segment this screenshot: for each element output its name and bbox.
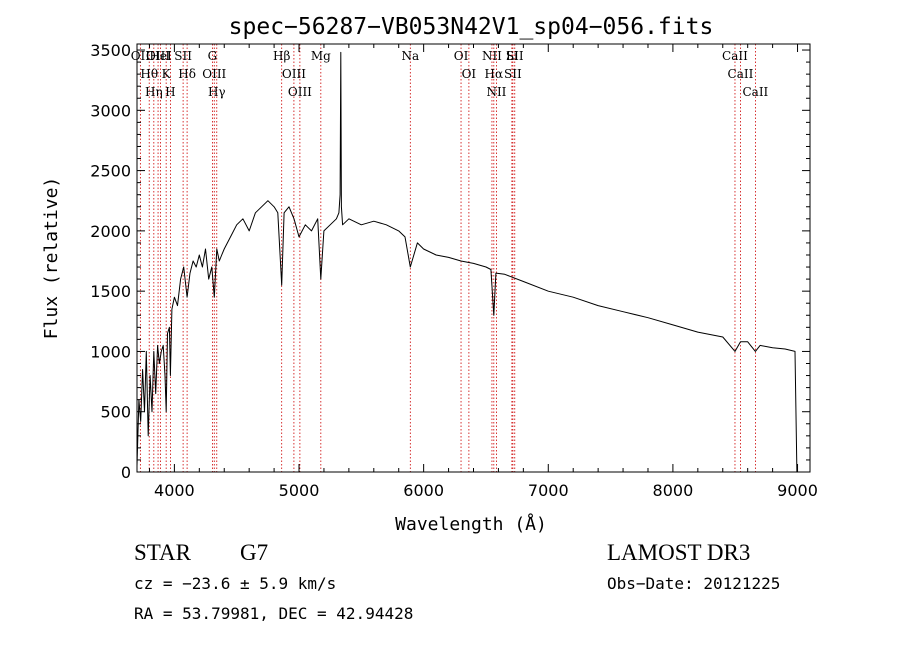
x-axis-label: Wavelength (Å) <box>395 513 547 535</box>
line-label: Mg <box>311 49 331 63</box>
line-label: SII <box>506 49 524 63</box>
line-label: Hγ <box>208 85 226 99</box>
line-label: Hθ <box>140 67 158 81</box>
x-tick-label: 9000 <box>777 481 818 500</box>
line-label: OIII <box>146 49 170 63</box>
y-tick-label: 1000 <box>90 342 131 361</box>
line-label: Na <box>401 49 419 63</box>
x-tick-label: 6000 <box>403 481 444 500</box>
y-tick-label: 3000 <box>90 101 131 120</box>
line-label: K <box>162 67 172 81</box>
y-tick-label: 0 <box>121 463 131 482</box>
line-label: NII <box>486 85 506 99</box>
spectral-line-labels: OIIHθHηOIIIHeIKHSIIHδGOIIIHγHβOIIIOIIIMg… <box>131 49 769 99</box>
x-tick-label: 4000 <box>154 481 195 500</box>
y-tick-label: 3500 <box>90 41 131 60</box>
y-tick-label: 1500 <box>90 282 131 301</box>
redshift-velocity: cz = −23.6 ± 5.9 km/s <box>134 574 337 593</box>
line-label: CaII <box>742 85 768 99</box>
line-label: NII <box>482 49 502 63</box>
y-axis-label: Flux (relative) <box>41 177 62 340</box>
line-label: Hα <box>485 67 504 81</box>
line-label: OIII <box>202 67 226 81</box>
chart-title: spec−56287−VB053N42V1_sp04−056.fits <box>229 14 714 40</box>
y-axis: 0 500 1000 1500 2000 2500 3000 3500 <box>90 41 810 482</box>
line-label: CaII <box>722 49 748 63</box>
line-label: SII <box>504 67 522 81</box>
line-label: Hη <box>145 85 163 99</box>
spectral-line-markers <box>139 44 756 472</box>
sky-coordinates: RA = 53.79981, DEC = 42.94428 <box>134 604 414 623</box>
line-label: G <box>208 49 218 63</box>
line-label: OII <box>131 49 151 63</box>
line-label: CaII <box>728 67 754 81</box>
observation-date: Obs−Date: 20121225 <box>607 574 781 593</box>
y-tick-label: 2000 <box>90 222 131 241</box>
plot-frame <box>136 43 811 473</box>
object-subclass: G7 <box>240 540 269 565</box>
y-tick-label: 500 <box>100 403 131 422</box>
line-label: Li <box>506 49 518 63</box>
x-axis: 4000 5000 6000 7000 8000 9000 <box>148 44 818 500</box>
line-label: HeI <box>149 49 172 63</box>
spectrum-line <box>136 51 798 473</box>
x-tick-label: 7000 <box>528 481 569 500</box>
line-label: Hβ <box>273 49 290 63</box>
x-tick-label: 5000 <box>279 481 320 500</box>
x-tick-label: 8000 <box>653 481 694 500</box>
line-label: OI <box>462 67 477 81</box>
line-label: Hδ <box>178 67 196 81</box>
object-class: STAR <box>134 540 191 565</box>
survey-name: LAMOST DR3 <box>607 540 751 565</box>
y-tick-label: 2500 <box>90 162 131 181</box>
line-label: OIII <box>288 85 312 99</box>
line-label: OI <box>454 49 469 63</box>
line-label: OIII <box>282 67 306 81</box>
line-label: SII <box>174 49 192 63</box>
line-label: H <box>165 85 175 99</box>
